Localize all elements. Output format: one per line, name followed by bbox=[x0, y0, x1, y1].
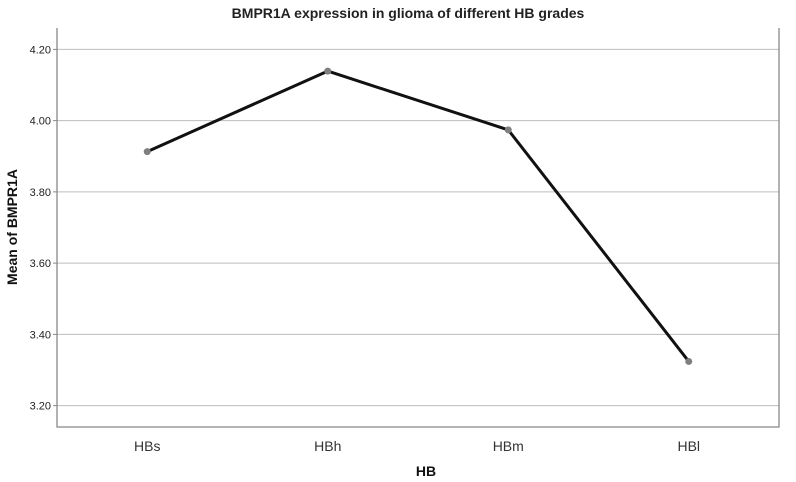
x-tick-labels: HBs HBh HBm HBl bbox=[134, 438, 700, 454]
gridlines bbox=[57, 48, 779, 407]
data-point bbox=[324, 67, 332, 75]
y-tick-labels: 3.20 3.40 3.60 3.80 4.00 4.20 bbox=[30, 44, 57, 413]
series-line bbox=[146, 69, 690, 363]
y-tick-label: 3.40 bbox=[30, 329, 51, 341]
chart-title: BMPR1A expression in glioma of different… bbox=[232, 5, 585, 21]
x-tick-label: HBs bbox=[134, 438, 160, 454]
data-point bbox=[143, 148, 151, 156]
y-tick-label: 3.20 bbox=[30, 401, 51, 413]
plot-frame bbox=[56, 28, 780, 428]
y-tick-label: 3.60 bbox=[30, 258, 51, 270]
data-series bbox=[143, 67, 693, 365]
axis-frame bbox=[56, 28, 780, 428]
y-tick-label: 4.00 bbox=[30, 116, 51, 128]
data-point bbox=[685, 357, 693, 365]
y-axis-label: Mean of BMPR1A bbox=[4, 169, 20, 285]
x-tick-label: HBl bbox=[677, 438, 700, 454]
y-tick-label: 3.80 bbox=[30, 187, 51, 199]
x-tick-label: HBm bbox=[493, 438, 524, 454]
data-point bbox=[504, 126, 512, 134]
x-axis-label: HB bbox=[416, 463, 436, 479]
y-tick-label: 4.20 bbox=[30, 44, 51, 56]
x-tick-label: HBh bbox=[314, 438, 341, 454]
